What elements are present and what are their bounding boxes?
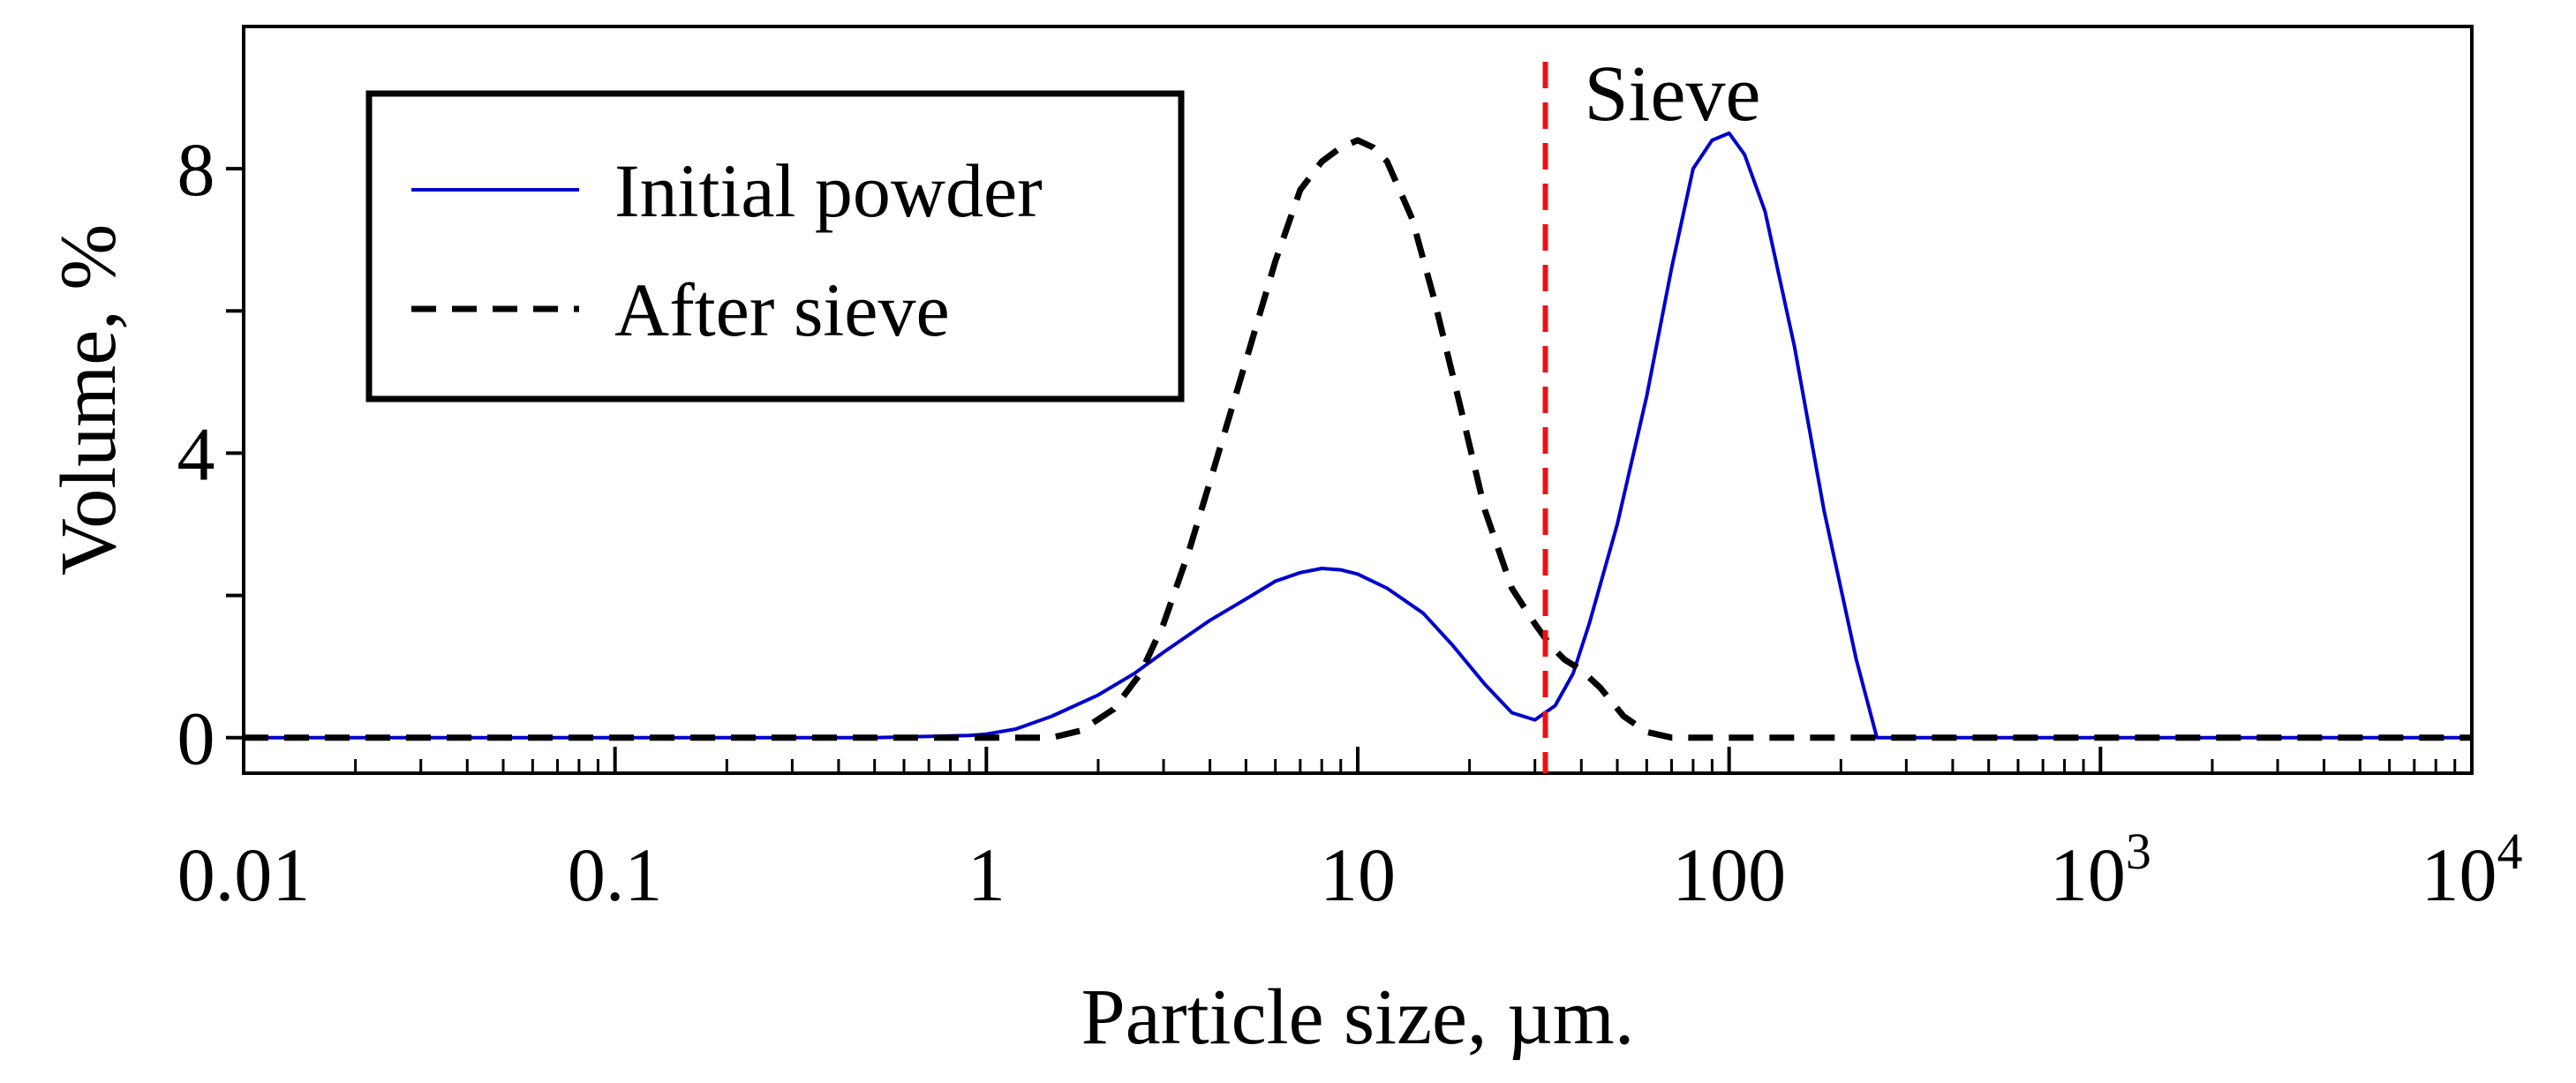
x-tick-label: 10: [1320, 832, 1396, 917]
plot-layer: [244, 131, 2472, 741]
x-tick-label: 104: [2422, 823, 2523, 917]
x-tick-label: 0.01: [177, 832, 311, 917]
x-axis-tick-labels: 0.01 0.1 1 10 100 103 104: [177, 823, 2523, 917]
sieve-label: Sieve: [1584, 50, 1760, 138]
sieve-annotation: Sieve: [1542, 50, 1760, 773]
x-axis-title: Particle size, µm.: [1081, 974, 1635, 1061]
y-tick-label: 0: [177, 696, 215, 781]
x-tick-label: 0.1: [568, 832, 663, 917]
legend-label-after-sieve: After sieve: [614, 267, 950, 352]
legend-label-initial-powder: Initial powder: [614, 148, 1043, 233]
x-tick-label: 103: [2050, 823, 2151, 917]
y-axis-tick-labels: 0 4 8: [177, 127, 215, 781]
y-axis-title: Volume, %: [45, 224, 132, 575]
x-tick-label: 1: [968, 832, 1006, 917]
x-tick-label: 100: [1672, 832, 1786, 917]
y-axis-ticks: [226, 167, 244, 740]
series-line-initial-powder: [244, 131, 2472, 740]
y-tick-label: 4: [177, 411, 215, 496]
y-tick-label: 8: [177, 127, 215, 212]
legend: Initial powder After sieve: [365, 90, 1185, 402]
x-axis-ticks: [242, 747, 2457, 773]
legend-box: [365, 90, 1185, 402]
